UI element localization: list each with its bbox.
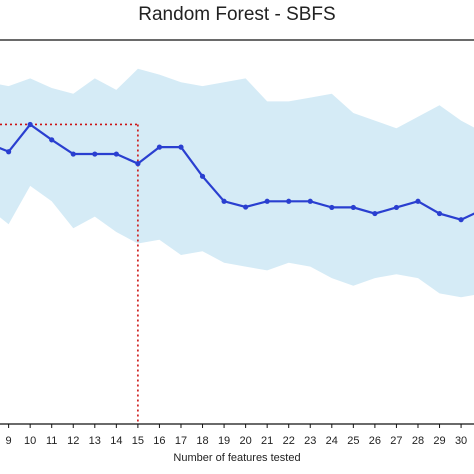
x-tick-label: 21: [261, 435, 273, 447]
data-point: [199, 173, 206, 179]
data-point: [135, 161, 141, 167]
x-tick-label: 28: [412, 435, 424, 447]
x-tick-label: 10: [24, 435, 36, 447]
chart-title: Random Forest - SBFS: [138, 4, 336, 25]
x-tick-label: 17: [175, 435, 187, 447]
data-points: [6, 121, 464, 223]
data-point: [178, 144, 184, 150]
x-tick-label: 25: [347, 435, 359, 447]
x-tick-label: 27: [390, 435, 402, 447]
data-point: [329, 204, 335, 211]
x-tick-label: 19: [218, 435, 230, 447]
x-tick-label: 15: [132, 435, 144, 447]
x-tick-label: 26: [369, 435, 381, 447]
data-point: [286, 198, 292, 204]
data-point: [307, 198, 313, 204]
data-point: [6, 149, 12, 155]
data-point: [264, 198, 270, 204]
x-tick-label: 20: [239, 435, 251, 447]
x-tick-label: 22: [283, 435, 295, 447]
x-tick-label: 12: [67, 435, 79, 447]
data-point: [243, 204, 249, 210]
x-tick-label: 16: [153, 435, 165, 447]
data-point: [156, 144, 163, 150]
data-point: [393, 204, 400, 211]
x-tick-label: 11: [46, 435, 57, 447]
x-tick-label: 29: [433, 435, 445, 447]
confidence-band: [0, 68, 474, 298]
data-point: [372, 210, 378, 217]
data-point: [221, 198, 227, 204]
x-tick-label: 30: [455, 435, 467, 447]
x-tick-label: 24: [326, 435, 338, 447]
x-axis-label: Number of features tested: [173, 452, 301, 464]
x-tick-label: 13: [89, 435, 101, 447]
data-point: [415, 198, 421, 204]
data-point: [27, 121, 33, 128]
x-ticks: 9 10 11 12 13 14 15 16 17 18 19 20 21 22 23 24 25 26 27 28 2…: [6, 424, 467, 447]
data-point: [49, 137, 55, 143]
x-tick-label: 14: [110, 435, 122, 447]
data-point: [113, 151, 119, 157]
series-line: [0, 122, 474, 221]
data-point: [350, 204, 356, 211]
data-point: [92, 151, 98, 157]
data-point: [436, 210, 443, 217]
x-tick-label: 18: [196, 435, 208, 447]
x-tick-label: 23: [304, 435, 316, 447]
data-point: [70, 151, 76, 157]
data-point: [458, 217, 464, 223]
x-tick-label: 9: [6, 435, 12, 447]
